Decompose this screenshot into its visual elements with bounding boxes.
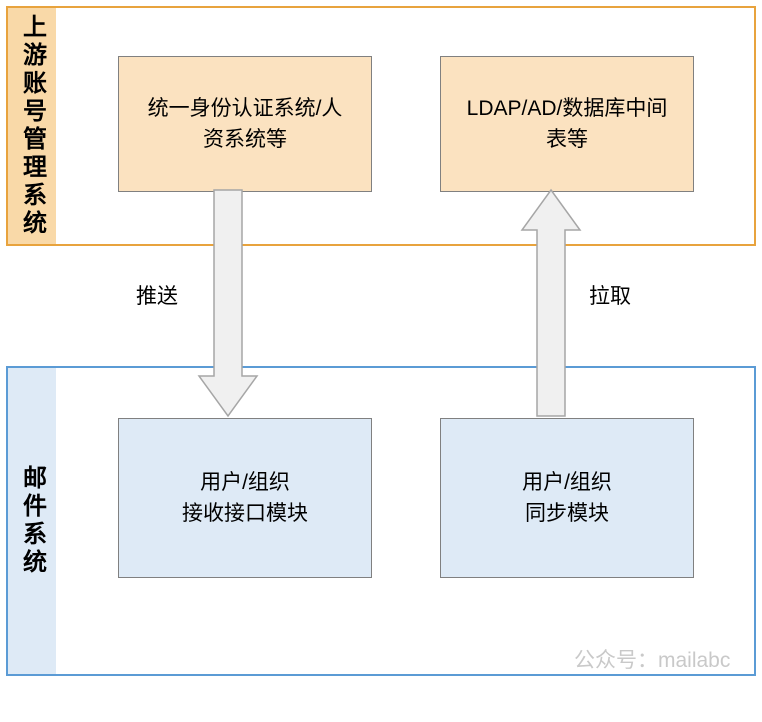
push-arrow (199, 190, 257, 416)
upstream-section: 上游账号管理系统 统一身份认证系统/人 资系统等 LDAP/AD/数据库中间 表… (6, 6, 756, 246)
ldap-line2: 表等 (546, 124, 588, 156)
upstream-title: 上游账号管理系统 (8, 8, 56, 244)
sync-line2: 同步模块 (525, 498, 609, 530)
sync-box: 用户/组织 同步模块 (440, 418, 694, 578)
push-label: 推送 (136, 280, 178, 310)
identity-line1: 统一身份认证系统/人 (148, 93, 343, 125)
ldap-line1: LDAP/AD/数据库中间 (467, 93, 668, 125)
receiver-box: 用户/组织 接收接口模块 (118, 418, 372, 578)
upstream-body: 统一身份认证系统/人 资系统等 LDAP/AD/数据库中间 表等 (56, 8, 754, 244)
mail-body: 用户/组织 接收接口模块 用户/组织 同步模块 (56, 368, 754, 674)
receiver-line2: 接收接口模块 (182, 498, 308, 530)
pull-arrow (522, 190, 580, 416)
ldap-box: LDAP/AD/数据库中间 表等 (440, 56, 694, 192)
mail-section: 邮件系统 用户/组织 接收接口模块 用户/组织 同步模块 (6, 366, 756, 676)
mail-title: 邮件系统 (8, 368, 56, 674)
pull-label: 拉取 (589, 280, 631, 310)
receiver-line1: 用户/组织 (200, 467, 290, 499)
sync-line1: 用户/组织 (522, 467, 612, 499)
watermark: 公众号：mailabc (574, 644, 730, 674)
identity-line2: 资系统等 (203, 124, 287, 156)
identity-box: 统一身份认证系统/人 资系统等 (118, 56, 372, 192)
